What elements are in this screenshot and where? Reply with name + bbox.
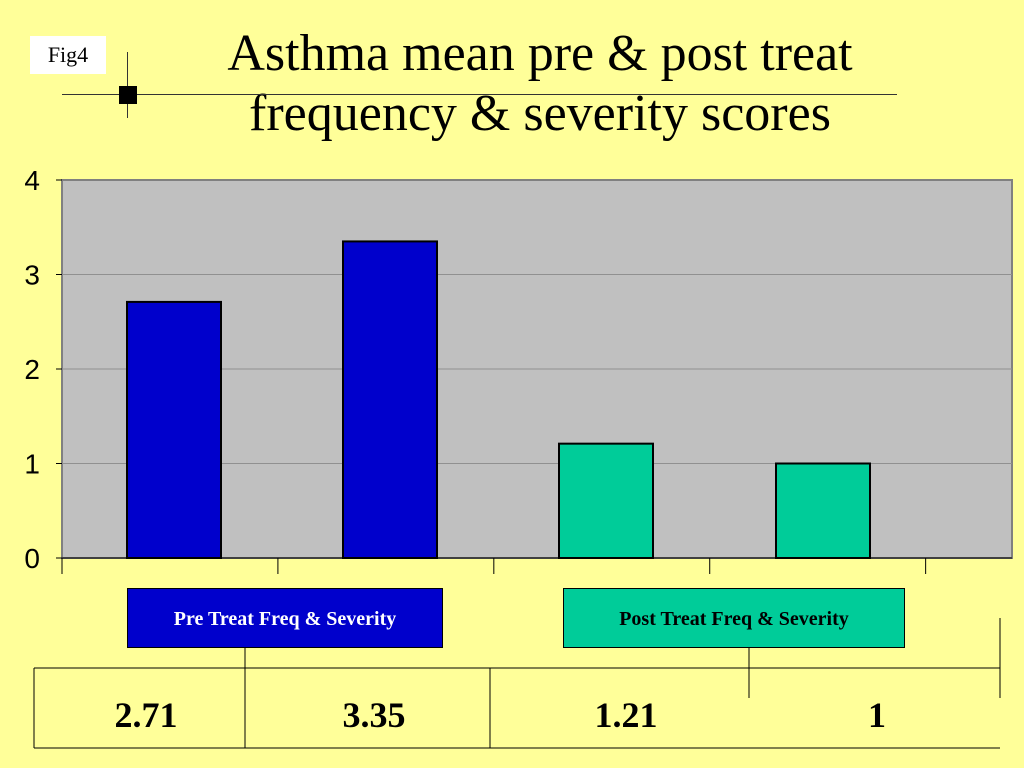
figure-label: Fig4 [30,36,106,74]
y-tick-label: 2 [24,354,40,385]
legend-post-treat: Post Treat Freq & Severity [563,588,905,648]
y-tick-label: 1 [24,449,40,480]
y-tick-label: 0 [24,543,40,574]
table-value-post-2: 1 [868,695,886,735]
bar [775,462,871,559]
table-value-pre-2: 3.35 [342,695,406,735]
legend-pre-treat: Pre Treat Freq & Severity [127,588,443,648]
title-line-1: Asthma mean pre & post treat [227,25,853,82]
bar [558,442,654,559]
y-tick-label: 4 [24,165,40,196]
bar [342,240,438,560]
table-value-post-1: 1.21 [594,695,658,735]
title-rule [62,94,897,95]
y-tick-label: 3 [24,260,40,291]
title-vertical-line [127,52,128,118]
title-bullet-square [119,86,137,104]
bar [126,300,222,559]
table-value-pre-1: 2.71 [114,695,178,735]
